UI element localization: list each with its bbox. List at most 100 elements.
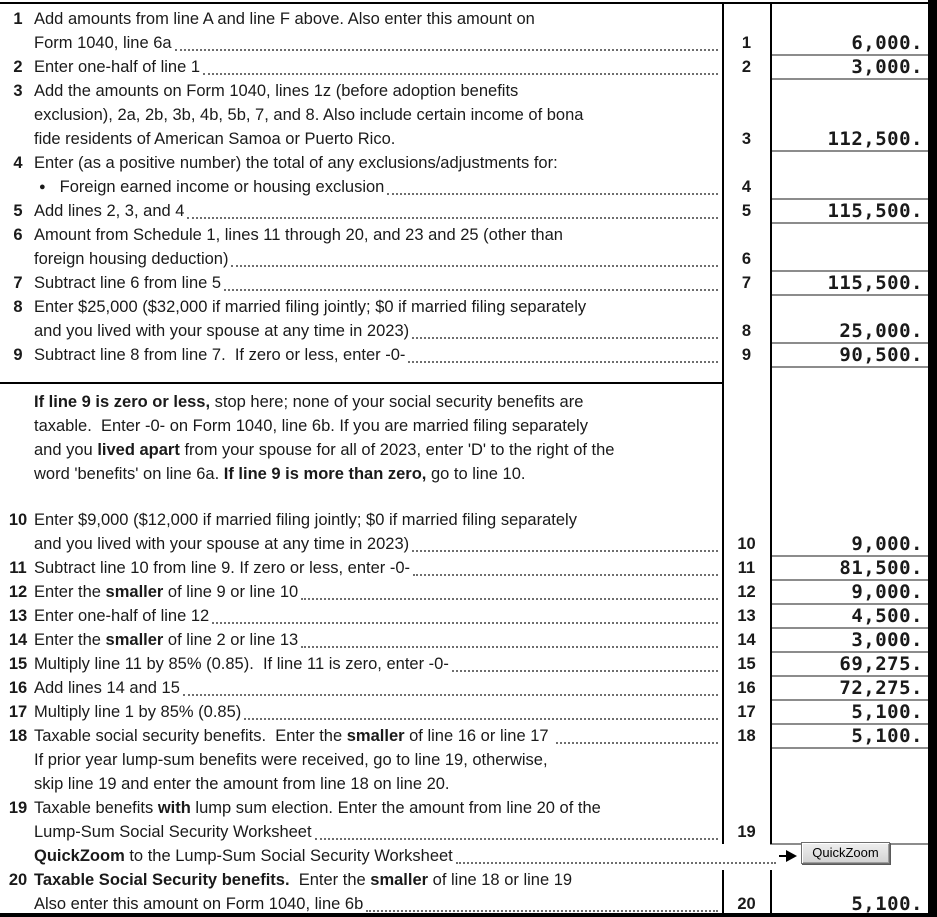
form-row: Lump-Sum Social Security Worksheet 19 — [0, 821, 937, 845]
line-number-label: 2 — [13, 58, 23, 76]
line-number-column-divider — [722, 870, 724, 917]
entry-line-number: 16 — [737, 679, 756, 697]
text-cell: 4 Enter (as a positive number) the total … — [0, 152, 723, 176]
line-text-segment: Enter the — [34, 583, 106, 601]
line-number-label — [6, 773, 30, 797]
entry-field-line-9[interactable]: 90,500. — [770, 344, 928, 368]
line-text: Enter one-half of line 12 — [34, 605, 209, 629]
line-text-segment: Foreign earned income or housing exclusi… — [59, 178, 385, 196]
line-text-segment: Enter one-half of line 12 — [34, 607, 210, 625]
form-row-line-15: 15 Multiply line 11 by 85% (0.85). If lin… — [0, 653, 937, 677]
spacer — [0, 487, 937, 509]
line-number-label — [6, 821, 30, 845]
entry-field-line-6[interactable] — [770, 248, 928, 272]
line-text: Form 1040, line 6a — [34, 32, 172, 56]
entry-field-line-14[interactable]: 3,000. — [770, 629, 928, 653]
dotted-leader — [455, 862, 776, 864]
line-number-label: 12 — [8, 583, 28, 601]
entry-field-line-5[interactable]: 115,500. — [770, 200, 928, 224]
line-number-label: 1 — [13, 10, 23, 28]
entry-field-line-16[interactable]: 72,275. — [770, 677, 928, 701]
line-text-bold: Taxable Social Security benefits. — [34, 871, 290, 889]
line-text-segment: Amount from Schedule 1, lines 11 through… — [34, 226, 563, 244]
dotted-leader — [366, 910, 718, 912]
entry-field-line-17[interactable]: 5,100. — [770, 701, 928, 725]
line-text-segment: taxable. Enter -0- on Form 1040, line 6b… — [34, 417, 588, 435]
form-row-line-12: 12 Enter the smaller of line 9 or line 10… — [0, 581, 937, 605]
line-text-segment: Enter $25,000 ($32,000 if married filing… — [34, 298, 587, 316]
line-number-label — [6, 320, 30, 344]
line-number-label: 4 — [13, 154, 23, 172]
entry-field-line-1[interactable]: 6,000. — [770, 32, 928, 56]
entry-line-number: 17 — [737, 703, 756, 721]
entry-field-line-11[interactable]: 81,500. — [770, 557, 928, 581]
line-text-bold: smaller — [370, 871, 429, 889]
entry-field-line-12[interactable]: 9,000. — [770, 581, 928, 605]
text-cell: 11 Subtract line 10 from line 9. If zero … — [0, 557, 723, 581]
value-column-divider — [770, 870, 772, 917]
entry-field-line-3[interactable]: 112,500. — [770, 128, 928, 152]
line-text-segment: Multiply line 11 by 85% (0.85). If line … — [34, 655, 449, 673]
entry-field-line-4[interactable] — [770, 176, 928, 200]
line-text-segment: exclusion), 2a, 2b, 3b, 4b, 5b, 7, and 8… — [34, 106, 584, 124]
form-row: and you lived apart from your spouse for… — [0, 439, 937, 463]
line-text: Subtract line 8 from line 7. If zero or … — [34, 344, 405, 368]
line-text-segment: word 'benefits' on line 6a. — [34, 465, 224, 483]
line-text-bold: If line 9 is zero or less, — [34, 393, 211, 411]
line-text-segment: Enter the — [289, 871, 371, 889]
line-text-segment: Subtract line 10 from line 9. If zero or… — [34, 559, 410, 577]
text-cell: 2 Enter one-half of line 1 — [0, 56, 723, 80]
line-text: Subtract line 10 from line 9. If zero or… — [34, 557, 410, 581]
form-row: exclusion), 2a, 2b, 3b, 4b, 5b, 7, and 8… — [0, 104, 937, 128]
form-row-line-10: 10 Enter $9,000 ($12,000 if married filin… — [0, 509, 937, 533]
text-cell: taxable. Enter -0- on Form 1040, line 6b… — [0, 415, 723, 439]
line-number-label: 8 — [13, 298, 23, 316]
line-text-segment: of line 16 or line 17 — [404, 727, 554, 745]
dotted-leader — [556, 742, 718, 744]
line-text: and you lived apart from your spouse for… — [34, 439, 614, 463]
line-number-label: 3 — [13, 82, 23, 100]
line-text-segment: of line 9 or line 10 — [163, 583, 299, 601]
line-text-segment: of line 2 or line 13 — [163, 631, 299, 649]
spacer — [0, 384, 937, 391]
line-number-label: 18 — [8, 727, 28, 745]
text-cell: 19 Taxable benefits with lump sum electio… — [0, 797, 723, 821]
form-row-line-18: 18 Taxable social security benefits. Ente… — [0, 725, 937, 749]
text-cell: Also enter this amount on Form 1040, lin… — [0, 893, 723, 917]
entry-field-line-18[interactable]: 5,100. — [770, 725, 928, 749]
line-text-segment: from your spouse for all of 2023, enter … — [179, 441, 615, 459]
line-text-segment: Taxable social security benefits. Enter … — [34, 727, 347, 745]
entry-field-line-7[interactable]: 115,500. — [770, 272, 928, 296]
form-row-line-11: 11 Subtract line 10 from line 9. If zero … — [0, 557, 937, 581]
line-text: Taxable social security benefits. Enter … — [34, 725, 553, 749]
dotted-leader — [314, 838, 718, 840]
text-cell: word 'benefits' on line 6a. If line 9 is… — [0, 463, 723, 487]
text-cell: 13 Enter one-half of line 12 — [0, 605, 723, 629]
line-number-column-divider — [722, 2, 724, 844]
line-number-label — [6, 248, 30, 272]
entry-field-line-8[interactable]: 25,000. — [770, 320, 928, 344]
text-cell: QuickZoom to the Lump-Sum Social Securit… — [0, 845, 781, 869]
line-text: word 'benefits' on line 6a. If line 9 is… — [34, 463, 525, 487]
entry-field-line-13[interactable]: 4,500. — [770, 605, 928, 629]
line-number-label — [6, 176, 30, 200]
form-row: If prior year lump-sum benefits were rec… — [0, 749, 937, 773]
form-row-line-3: 3 Add the amounts on Form 1040, lines 1z … — [0, 80, 937, 104]
entry-field-line-20[interactable]: 5,100. — [851, 893, 923, 915]
entry-field-line-2[interactable]: 3,000. — [770, 56, 928, 80]
line-number-label: 14 — [8, 631, 28, 649]
text-cell: 15 Multiply line 11 by 85% (0.85). If lin… — [0, 653, 723, 677]
line-text-segment: Enter the — [34, 631, 106, 649]
dotted-leader — [451, 670, 718, 672]
form-row: word 'benefits' on line 6a. If line 9 is… — [0, 463, 937, 487]
entry-field-line-15[interactable]: 69,275. — [770, 653, 928, 677]
form-row-line-14: 14 Enter the smaller of line 2 or line 13… — [0, 629, 937, 653]
entry-field-line-10[interactable]: 9,000. — [770, 533, 928, 557]
line-text: Add the amounts on Form 1040, lines 1z (… — [34, 80, 518, 104]
line-number-label: 13 — [8, 607, 28, 625]
text-cell: ● Foreign earned income or housing exclus… — [0, 176, 723, 200]
text-cell: 12 Enter the smaller of line 9 or line 10 — [0, 581, 723, 605]
quickzoom-button[interactable]: QuickZoom — [801, 842, 890, 864]
line-text: If line 9 is zero or less, stop here; no… — [34, 391, 583, 415]
